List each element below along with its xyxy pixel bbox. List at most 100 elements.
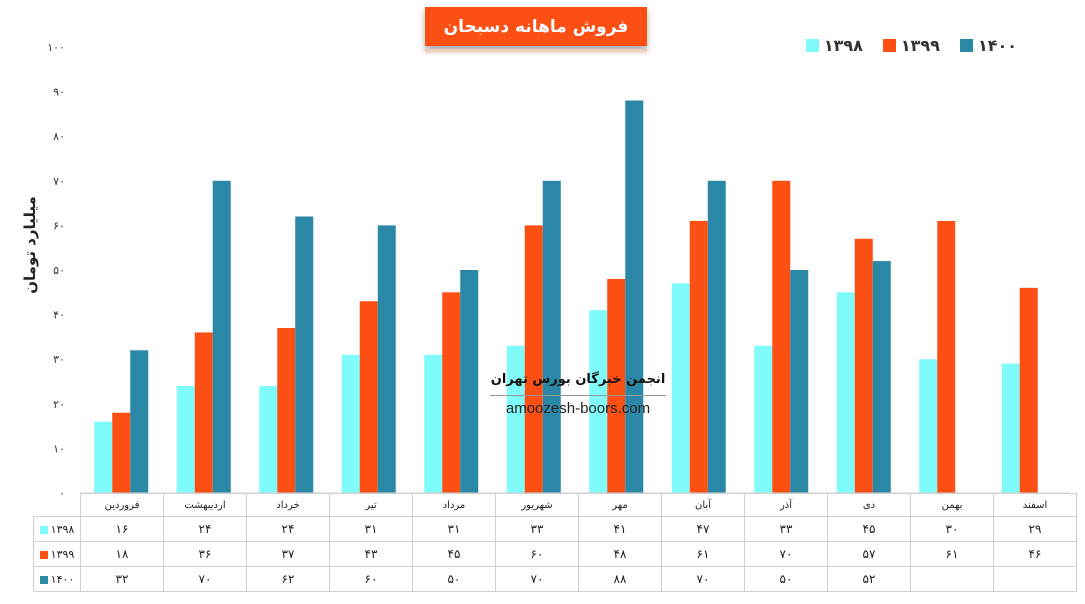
table-cell: ۷۰ xyxy=(495,566,579,592)
y-axis-label: میلیارد تومان xyxy=(21,196,39,294)
table-category-header: شهریور xyxy=(495,493,579,517)
bar xyxy=(130,350,149,493)
table-category-header: تیر xyxy=(329,493,413,517)
bar xyxy=(919,359,938,493)
table-cell: ۳۱ xyxy=(412,516,496,542)
bar xyxy=(689,220,708,493)
bar xyxy=(542,180,561,494)
table-row-swatch xyxy=(39,525,48,534)
table-cell: ۳۳ xyxy=(495,516,579,542)
table-cell: ۵۰ xyxy=(412,566,496,592)
table-row-label: ۱۳۹۹ xyxy=(50,547,75,561)
y-tick-label: ۶۰ xyxy=(53,219,65,232)
table-cell: ۲۹ xyxy=(993,516,1077,542)
table-row-header: ۱۳۹۸ xyxy=(33,516,81,542)
bar xyxy=(424,354,443,493)
bar xyxy=(212,180,231,494)
legend-item: ۱۴۰۰ xyxy=(959,36,1017,55)
bar xyxy=(707,180,726,494)
legend-label: ۱۳۹۹ xyxy=(900,36,940,55)
table-row-header: ۱۴۰۰ xyxy=(33,566,81,592)
y-tick-label: ۵۰ xyxy=(53,264,65,277)
table-cell: ۴۱ xyxy=(578,516,662,542)
legend-item: ۱۳۹۸ xyxy=(805,36,863,55)
table-cell: ۵۰ xyxy=(744,566,828,592)
y-tick-label: ۱۰۰ xyxy=(47,41,65,54)
bar xyxy=(937,220,956,493)
table-row: ۱۴۰۰ ۳۲ ۷۰ ۶۲ ۶۰ ۵۰ ۷۰ ۸۸ ۷۰ ۵۰ ۵۲ xyxy=(33,566,1077,592)
table-row-swatch xyxy=(39,575,48,584)
table-cell: ۳۱ xyxy=(329,516,413,542)
table-cell xyxy=(993,566,1077,592)
legend: ۱۳۹۸ ۱۳۹۹ ۱۴۰۰ xyxy=(805,36,1017,55)
table-category-header: آذر xyxy=(744,493,828,517)
bar xyxy=(854,238,873,493)
bar xyxy=(506,345,525,493)
table-cell: ۳۰ xyxy=(910,516,994,542)
y-tick-label: ۹۰ xyxy=(53,86,65,99)
table-cell: ۴۸ xyxy=(578,541,662,567)
table-cell: ۴۵ xyxy=(412,541,496,567)
y-tick-label: ۳۰ xyxy=(53,353,65,366)
bar xyxy=(589,310,608,493)
table-cell: ۱۶ xyxy=(80,516,164,542)
bar xyxy=(524,225,543,493)
table-cell: ۷۰ xyxy=(661,566,745,592)
bar xyxy=(836,292,855,493)
y-axis-label-wrap: میلیارد تومان xyxy=(10,170,50,320)
table-row-label: ۱۳۹۸ xyxy=(50,522,75,536)
table-cell: ۴۳ xyxy=(329,541,413,567)
legend-label: ۱۴۰۰ xyxy=(977,36,1017,55)
table-cell: ۲۴ xyxy=(246,516,330,542)
table-cell: ۶۲ xyxy=(246,566,330,592)
chart-title: فروش ماهانه دسبحان xyxy=(425,7,647,55)
legend-swatch xyxy=(882,39,896,52)
bar xyxy=(460,270,479,493)
legend-label: ۱۳۹۸ xyxy=(823,36,863,55)
table-category-header: مرداد xyxy=(412,493,496,517)
bar xyxy=(790,270,809,493)
table-cell: ۴۷ xyxy=(661,516,745,542)
table-category-header: اسفند xyxy=(993,493,1077,517)
legend-swatch xyxy=(959,39,973,52)
table-row: ۱۳۹۸ ۱۶ ۲۴ ۲۴ ۳۱ ۳۱ ۳۳ ۴۱ ۴۷ ۳۳ ۴۵ ۳۰ ۲۹ xyxy=(33,516,1077,542)
bar xyxy=(112,412,131,493)
table-category-header: فروردین xyxy=(80,493,164,517)
table-row-swatch xyxy=(39,550,48,559)
bar xyxy=(607,278,626,493)
bar xyxy=(671,283,690,493)
table-cell: ۴۶ xyxy=(993,541,1077,567)
table-category-header: اردیبهشت xyxy=(163,493,247,517)
watermark-url: amoozesh-boors.com xyxy=(505,400,651,417)
watermark-title: انجمن خبرگان بورس تهران xyxy=(490,372,666,396)
table-cell: ۱۸ xyxy=(80,541,164,567)
table-category-header: خرداد xyxy=(246,493,330,517)
y-tick-label: ۷۰ xyxy=(53,175,65,188)
legend-item: ۱۳۹۹ xyxy=(882,36,940,55)
bar xyxy=(1019,287,1038,493)
watermark: انجمن خبرگان بورس تهران amoozesh-boors.c… xyxy=(490,372,666,417)
table-cell xyxy=(910,566,994,592)
y-tick-label: ۴۰ xyxy=(53,309,65,322)
table-cell: ۶۱ xyxy=(910,541,994,567)
table-cell: ۶۰ xyxy=(329,566,413,592)
bar xyxy=(295,216,314,494)
bar xyxy=(872,261,891,493)
table-cell: ۳۶ xyxy=(163,541,247,567)
table-cell: ۶۱ xyxy=(661,541,745,567)
bar xyxy=(754,345,773,493)
table-category-header: مهر xyxy=(578,493,662,517)
table-corner xyxy=(33,493,81,517)
table-cell: ۵۲ xyxy=(827,566,911,592)
table-cell: ۸۸ xyxy=(578,566,662,592)
table-cell: ۶۰ xyxy=(495,541,579,567)
table-cell: ۵۷ xyxy=(827,541,911,567)
bar xyxy=(277,327,296,493)
bar xyxy=(176,385,195,493)
table-row: ۱۳۹۹ ۱۸ ۳۶ ۳۷ ۴۳ ۴۵ ۶۰ ۴۸ ۶۱ ۷۰ ۵۷ ۶۱ ۴۶ xyxy=(33,541,1077,567)
table-row-label: ۱۴۰۰ xyxy=(50,572,75,586)
table-category-header: دی xyxy=(827,493,911,517)
table-cell: ۳۳ xyxy=(744,516,828,542)
